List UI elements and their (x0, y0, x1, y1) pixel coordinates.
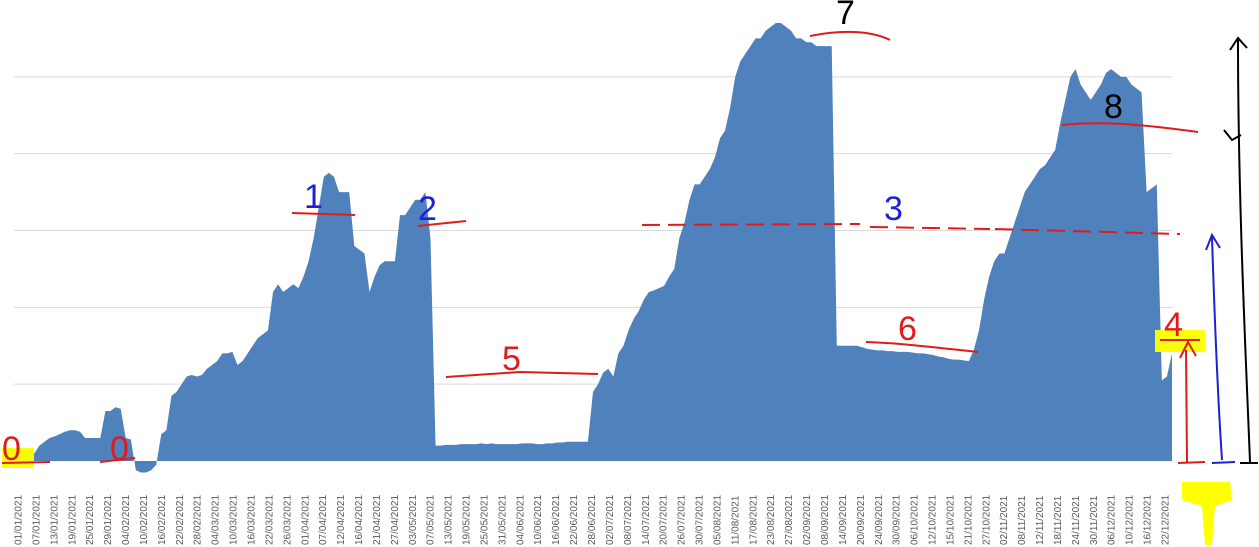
x-tick-label: 13/01/2021 (49, 495, 60, 545)
x-tick-label: 20/07/2021 (659, 495, 670, 545)
annotation-label: 2 (418, 190, 437, 228)
x-tick-label: 07/01/2021 (31, 495, 42, 545)
x-tick-label: 04/06/2021 (515, 495, 526, 545)
x-tick-label: 26/07/2021 (677, 495, 688, 545)
x-tick-label: 14/07/2021 (641, 495, 652, 545)
x-tick-label: 27/08/2021 (784, 495, 795, 545)
red-line-level-5 (445, 370, 599, 378)
series-area-path (14, 23, 1172, 473)
x-tick-label: 27/04/2021 (390, 495, 401, 545)
x-tick-label: 13/05/2021 (444, 495, 455, 545)
x-tick-label: 28/06/2021 (587, 495, 598, 545)
annotation-labels: 1 2 3 4 5 6 7 8 0 0 (2, 0, 1183, 468)
x-tick-label: 30/11/2021 (1089, 495, 1100, 545)
x-tick-label: 19/01/2021 (67, 495, 78, 545)
annotation-label: 0 (2, 430, 21, 468)
x-tick-label: 30/07/2021 (695, 495, 706, 545)
x-tick-label: 10/06/2021 (533, 495, 544, 545)
red-line-level-0-left (1, 461, 51, 464)
blue-arrow-up (1205, 232, 1236, 464)
x-axis-tick-labels: 01/01/2021 07/01/2021 13/01/2021 19/01/2021… (14, 495, 1172, 545)
x-tick-label: 30/09/2021 (892, 495, 903, 545)
x-tick-label: 12/10/2021 (928, 495, 939, 545)
x-tick-label: 23/08/2021 (766, 495, 777, 545)
x-tick-label: 17/08/2021 (748, 495, 759, 545)
annotation-label: 8 (1104, 88, 1123, 126)
x-tick-label: 16/04/2021 (354, 495, 365, 545)
x-tick-label: 08/11/2021 (1017, 495, 1028, 545)
black-arrow-up (1223, 36, 1258, 464)
x-tick-label: 16/12/2021 (1143, 495, 1154, 545)
annotation-label: 0 (110, 430, 129, 468)
annotation-label: 3 (884, 190, 903, 228)
x-tick-label: 21/10/2021 (963, 495, 974, 545)
hand-drawn-annotations (1, 30, 1258, 545)
x-tick-label: 20/09/2021 (856, 495, 867, 545)
x-tick-label: 01/04/2021 (300, 495, 311, 545)
annotation-label: 7 (836, 0, 855, 32)
red-line-level-6 (865, 341, 979, 353)
x-tick-label: 28/02/2021 (193, 495, 204, 545)
x-tick-label: 15/10/2021 (945, 495, 956, 545)
annotation-label: 6 (898, 310, 917, 348)
highlight-mark-bottom (1182, 482, 1232, 545)
annotation-label: 4 (1164, 306, 1183, 344)
red-line-level-1 (291, 212, 356, 216)
red-arrow-up (1177, 339, 1206, 464)
red-dashed-line-level-3 (641, 223, 1181, 235)
x-tick-label: 14/09/2021 (838, 495, 849, 545)
x-tick-label: 01/01/2021 (14, 495, 25, 545)
x-tick-label: 19/05/2021 (462, 495, 473, 545)
x-tick-label: 02/07/2021 (605, 495, 616, 545)
x-tick-label: 11/08/2021 (730, 495, 741, 545)
x-tick-label: 07/04/2021 (318, 495, 329, 545)
x-tick-label: 12/04/2021 (336, 495, 347, 545)
red-line-level-2 (417, 220, 467, 227)
red-line-level-8 (1061, 122, 1199, 133)
x-tick-label: 12/11/2021 (1035, 495, 1046, 545)
x-tick-label: 18/11/2021 (1053, 495, 1064, 545)
x-tick-label: 24/11/2021 (1071, 495, 1082, 545)
x-tick-label: 29/01/2021 (103, 495, 114, 545)
x-tick-label: 07/05/2021 (426, 495, 437, 545)
x-tick-label: 27/10/2021 (981, 495, 992, 545)
x-tick-label: 05/08/2021 (713, 495, 724, 545)
x-tick-label: 04/03/2021 (211, 495, 222, 545)
x-tick-label: 10/03/2021 (229, 495, 240, 545)
x-tick-label: 16/03/2021 (247, 495, 258, 545)
x-tick-label: 22/03/2021 (264, 495, 275, 545)
x-tick-label: 26/03/2021 (282, 495, 293, 545)
x-tick-label: 31/05/2021 (497, 495, 508, 545)
x-tick-label: 06/12/2021 (1107, 495, 1118, 545)
x-tick-label: 06/10/2021 (910, 495, 921, 545)
annotation-label: 5 (502, 340, 521, 378)
annotation-label: 1 (304, 178, 323, 216)
x-tick-label: 08/09/2021 (820, 495, 831, 545)
x-tick-label: 25/01/2021 (85, 495, 96, 545)
red-line-level-0-mid (99, 457, 136, 463)
x-tick-label: 02/11/2021 (999, 495, 1010, 545)
x-tick-label: 21/04/2021 (372, 495, 383, 545)
x-tick-label: 25/05/2021 (480, 495, 491, 545)
series-area (14, 23, 1172, 473)
x-tick-label: 16/02/2021 (157, 495, 168, 545)
x-tick-label: 22/06/2021 (569, 495, 580, 545)
x-tick-label: 03/05/2021 (408, 495, 419, 545)
x-tick-label: 22/12/2021 (1161, 495, 1172, 545)
x-tick-label: 02/09/2021 (802, 495, 813, 545)
x-tick-label: 10/02/2021 (139, 495, 150, 545)
x-tick-label: 10/12/2021 (1125, 495, 1136, 545)
x-tick-label: 08/07/2021 (623, 495, 634, 545)
x-tick-label: 24/09/2021 (874, 495, 885, 545)
red-line-level-7 (809, 30, 891, 41)
x-tick-label: 04/02/2021 (121, 495, 132, 545)
x-tick-label: 22/02/2021 (175, 495, 186, 545)
x-tick-label: 16/06/2021 (551, 495, 562, 545)
